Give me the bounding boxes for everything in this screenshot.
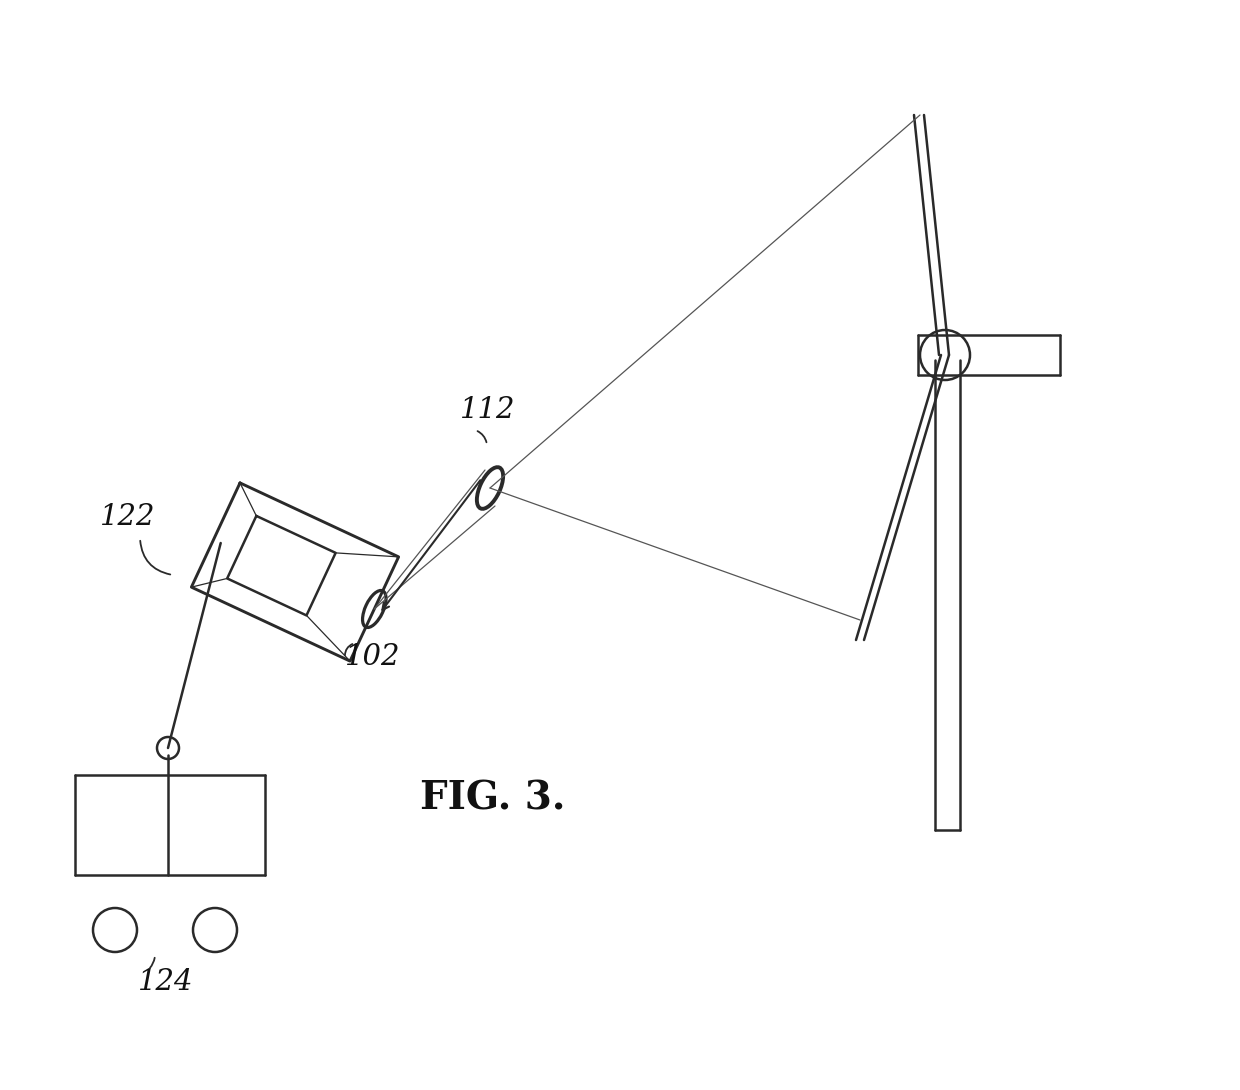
Text: FIG. 3.: FIG. 3.: [420, 780, 565, 818]
Text: 124: 124: [138, 968, 193, 996]
Text: 102: 102: [345, 643, 401, 671]
Text: 122: 122: [100, 502, 155, 531]
Text: 112: 112: [460, 396, 516, 424]
